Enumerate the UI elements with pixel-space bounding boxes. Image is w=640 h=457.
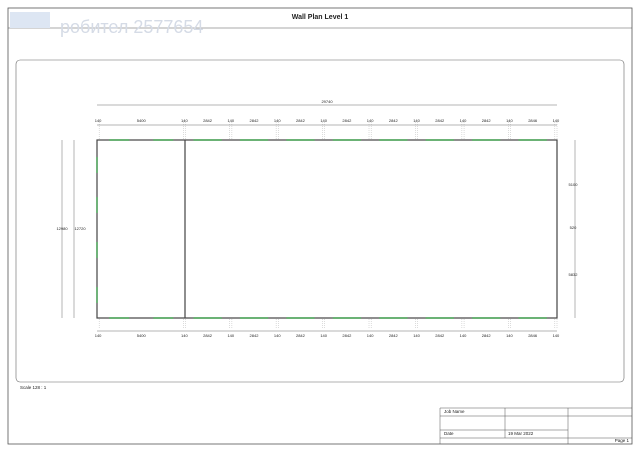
scale: Scale 128 : 1 [20, 385, 47, 390]
dim-label: 140 [95, 118, 102, 123]
dim-label: 140 [320, 333, 327, 338]
dim-label: 140 [460, 118, 467, 123]
dim-label: 2842 [389, 118, 399, 123]
dim-label: 2842 [342, 333, 352, 338]
dim-label: 140 [227, 333, 234, 338]
dim-label: 2842 [435, 333, 445, 338]
dim-label: 140 [553, 118, 560, 123]
dim-label: 140 [367, 118, 374, 123]
right-dim: 520 [570, 225, 577, 230]
overall-dim: 29740 [321, 99, 333, 104]
dim-label: 2842 [435, 118, 445, 123]
dim-label: 140 [367, 333, 374, 338]
dim-label: 2842 [482, 333, 492, 338]
dim-label: 140 [506, 118, 513, 123]
dim-label: 2842 [389, 333, 399, 338]
title-block [439, 407, 632, 444]
dim-label: 2842 [203, 333, 213, 338]
left-dim: 12720 [74, 226, 86, 231]
dim-label: 2842 [250, 118, 260, 123]
dim-label: 2842 [482, 118, 492, 123]
dim-label: 140 [181, 333, 188, 338]
right-dim: 5832 [569, 272, 579, 277]
dim-label: 2842 [250, 333, 260, 338]
left-dim: 12980 [56, 226, 68, 231]
dim-label: 140 [320, 118, 327, 123]
right-dim: 5100 [569, 182, 579, 187]
dim-label: 5400 [137, 333, 147, 338]
dim-label: 5400 [137, 118, 147, 123]
drawing-frame [15, 59, 625, 383]
job-label: Job Name [444, 409, 465, 414]
dim-label: 140 [553, 333, 560, 338]
dim-label: 140 [506, 333, 513, 338]
date-label: Date [444, 431, 454, 436]
dim-label: 140 [413, 118, 420, 123]
page-border [7, 7, 633, 445]
dim-label: 2846 [528, 118, 538, 123]
watermark: робител 2577654 [60, 17, 203, 37]
dim-label: 140 [227, 118, 234, 123]
dim-label: 2842 [203, 118, 213, 123]
dim-label: 140 [413, 333, 420, 338]
dim-label: 140 [95, 333, 102, 338]
logo [10, 12, 50, 28]
dim-label: 2842 [296, 118, 306, 123]
date: 19 Mar 2022 [508, 431, 534, 436]
title: Wall Plan Level 1 [292, 14, 349, 21]
dim-label: 140 [181, 118, 188, 123]
dim-label: 2842 [342, 118, 352, 123]
outer-walls [96, 139, 558, 319]
dim-label: 140 [274, 118, 281, 123]
dim-label: 2846 [528, 333, 538, 338]
dim-label: 140 [460, 333, 467, 338]
page-number: Page 1 [615, 438, 630, 443]
dim-label: 2842 [296, 333, 306, 338]
dim-label: 140 [274, 333, 281, 338]
